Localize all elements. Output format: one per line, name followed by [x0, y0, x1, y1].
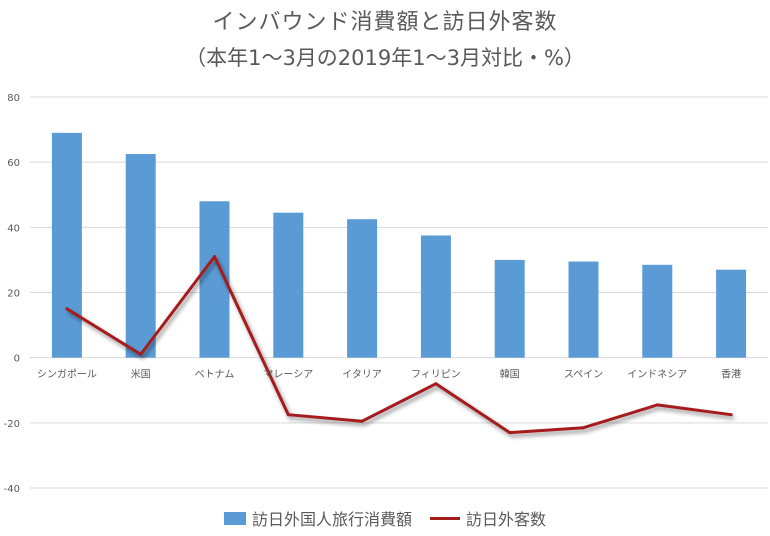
chart-subtitle: （本年1〜3月の2019年1〜3月対比・%）	[185, 46, 585, 70]
visitors-line	[65, 255, 733, 435]
line-point	[729, 413, 733, 417]
line-point	[508, 431, 512, 435]
category-label: インドネシア	[627, 369, 687, 381]
y-tick-label: 40	[7, 223, 20, 234]
y-tick-label: -20	[4, 419, 20, 430]
bar	[125, 154, 156, 358]
category-label: マレーシア	[263, 370, 313, 381]
category-label: フィリピン	[411, 369, 461, 381]
bar	[51, 132, 82, 358]
y-tick-label: 20	[7, 289, 20, 300]
category-label: ベトナム	[195, 369, 235, 381]
bar	[716, 269, 747, 358]
line-point	[434, 382, 438, 386]
line-point	[65, 307, 69, 311]
legend-item-visitors: 訪日外客数	[430, 506, 546, 530]
bar	[347, 219, 378, 358]
legend-item-consumption: 訪日外国人旅行消費額	[223, 506, 412, 530]
legend-label-consumption: 訪日外国人旅行消費額	[251, 510, 412, 529]
bar-layer	[51, 132, 747, 358]
bar	[568, 261, 599, 358]
bar	[494, 259, 525, 358]
category-label: 米国	[131, 368, 151, 381]
line-point	[582, 426, 585, 430]
category-label: シンガポール	[37, 369, 97, 381]
category-label: イタリア	[342, 369, 382, 381]
legend: 訪日外国人旅行消費額 訪日外客数	[0, 506, 770, 530]
y-tick-label: 80	[7, 93, 20, 104]
legend-label-visitors: 訪日外客数	[466, 510, 547, 529]
line-point	[286, 413, 290, 417]
line-point	[360, 419, 364, 423]
bar	[420, 235, 451, 358]
category-label: 韓国	[500, 369, 520, 381]
legend-swatch-bar	[223, 511, 246, 525]
bar	[273, 212, 304, 358]
chart-title: インバウンド消費額と訪日外客数	[212, 10, 558, 35]
y-tick-label: -40	[4, 484, 20, 495]
bar	[642, 264, 673, 358]
y-tick-label: 0	[14, 354, 20, 365]
line-layer	[65, 255, 733, 435]
y-tick-label: 60	[7, 158, 20, 169]
label-layer: シンガポール 米国 ベトナム マレーシア イタリア フィリピン 韓国 スペイン インドネシア 香港	[37, 368, 741, 381]
category-label: スペイン	[564, 370, 603, 381]
line-point	[655, 403, 659, 407]
category-label: 香港	[721, 369, 741, 381]
legend-swatch-line	[430, 516, 460, 520]
line-point	[139, 352, 143, 356]
line-point	[213, 255, 216, 259]
